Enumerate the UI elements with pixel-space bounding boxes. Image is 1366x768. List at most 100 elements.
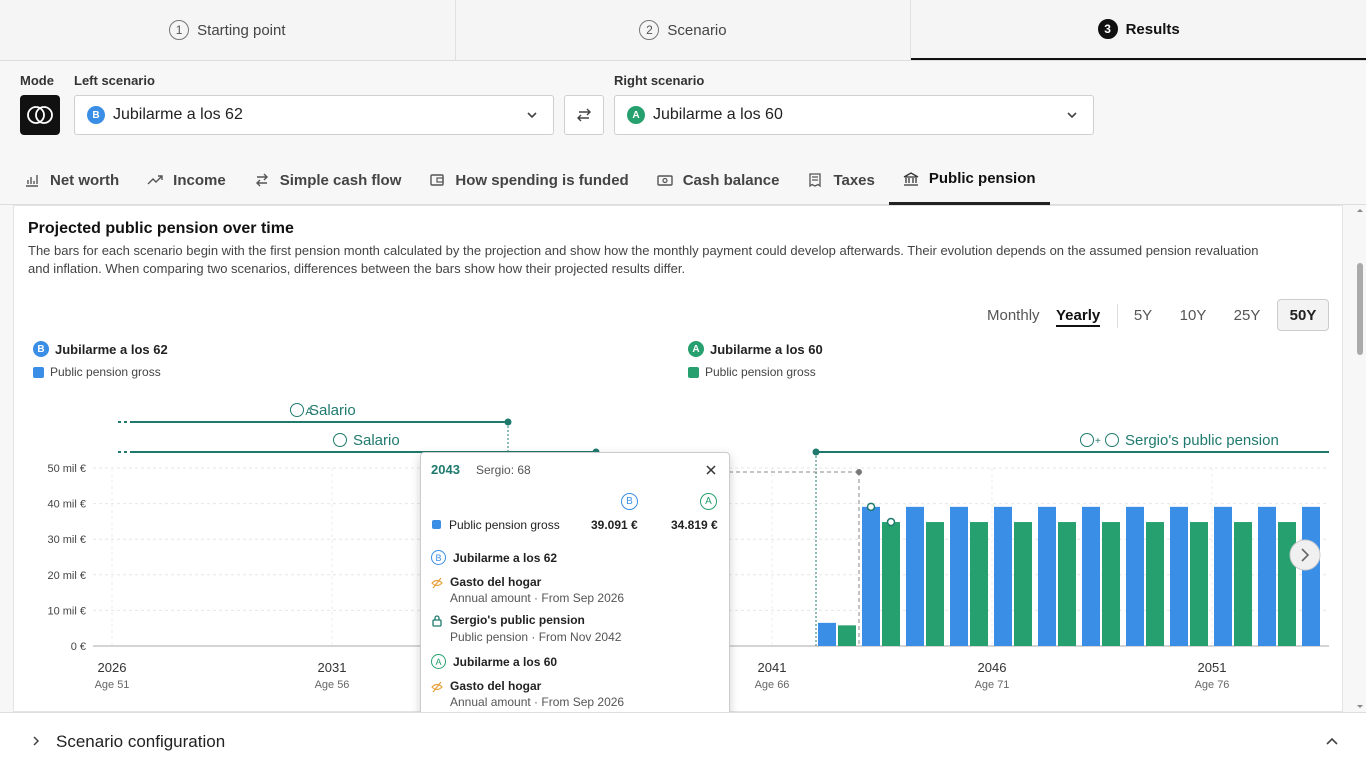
period-5y[interactable]: 5Y [1133,306,1153,324]
lock-icon [432,615,442,627]
tab-label: How spending is funded [455,171,629,189]
tab-net-worth[interactable]: Net worth [10,155,133,205]
tab-how-spending-is-funded[interactable]: How spending is funded [415,155,642,205]
scenario-configuration-panel[interactable]: Scenario configuration [0,712,1366,768]
tab-taxes[interactable]: Taxes [793,155,888,205]
legend-left-name: Jubilarme a los 62 [55,341,168,357]
bar-a[interactable] [1146,522,1164,646]
y-tick-label: 20 mil € [47,570,86,582]
bar-b[interactable] [1214,506,1232,646]
bar-a[interactable] [926,522,944,646]
bar-a[interactable] [1058,522,1076,646]
swap-arrows-icon [577,108,591,122]
chart-next-button[interactable] [1289,539,1321,571]
y-tick-label: 10 mil € [47,605,86,617]
bar-b[interactable] [950,506,968,646]
period-25y[interactable]: 25Y [1233,306,1261,324]
mode-label: Mode [20,73,54,88]
tooltip-a-title: Jubilarme a los 60 [453,655,558,669]
badge-a-text: A [305,406,313,418]
right-scenario-select[interactable]: A Jubilarme a los 60 [614,95,1094,135]
x-tick-year: 2026 [98,660,127,675]
series-swatch [432,520,441,529]
toggle-monthly[interactable]: Monthly [987,307,1040,324]
tooltip-item-name: Gasto del hogar [450,679,542,693]
tab-simple-cash-flow[interactable]: Simple cash flow [240,155,416,205]
bar-a[interactable] [1234,522,1252,646]
tooltip-item-name: Sergio's public pension [450,613,585,627]
bar-a[interactable] [838,625,856,646]
bar-b[interactable] [1082,506,1100,646]
left-scenario-select[interactable]: B Jubilarme a los 62 [74,95,554,135]
toggle-yearly[interactable]: Yearly [1056,307,1101,327]
bar-b[interactable] [1258,506,1276,646]
legend-right-item[interactable]: Public pension gross [688,365,816,379]
period-50y[interactable]: 50Y [1277,299,1329,331]
scroll-up-icon [1357,209,1363,212]
period-10y[interactable]: 10Y [1179,306,1207,324]
bar-b[interactable] [1302,506,1320,646]
scroll-thumb[interactable] [1357,263,1363,355]
bar-a[interactable] [1014,522,1032,646]
scroll-down-icon [1357,705,1363,708]
tooltip-item-detail: Annual amount · From Sep 2026 [450,695,625,709]
tab-income[interactable]: Income [133,155,240,205]
close-icon[interactable] [705,464,717,476]
hover-marker [866,502,876,512]
swap-arrows-icon [255,173,268,187]
step-results[interactable]: 3 Results [911,0,1366,60]
scenario-b-badge: B [33,341,49,357]
y-tick-label: 30 mil € [47,534,86,546]
tab-cash-balance[interactable]: Cash balance [643,155,794,205]
bar-a[interactable] [970,522,988,646]
scenario-a-badge: A [688,341,704,357]
bar-a[interactable] [882,522,900,646]
tooltip-b-title: Jubilarme a los 62 [453,551,558,565]
step-number: 3 [1097,19,1118,39]
bar-b[interactable] [1038,506,1056,646]
legend-left-item[interactable]: Public pension gross [33,365,161,379]
swap-scenarios-button[interactable] [564,95,604,135]
bar-chart-icon [26,175,38,187]
bar-b[interactable] [862,506,880,646]
tab-label: Income [173,171,226,189]
tab-label: Taxes [833,171,875,189]
scenario-a-badge: A [627,106,645,124]
tab-label: Net worth [50,171,120,189]
bar-a[interactable] [1278,522,1296,646]
bar-b[interactable] [1170,506,1188,646]
right-scenario-value: Jubilarme a los 60 [653,106,783,123]
tab-public-pension[interactable]: Public pension [888,155,1050,205]
legend-item-label: Public pension gross [50,365,161,379]
bar-b[interactable] [994,506,1012,646]
compare-mode-button[interactable] [20,95,60,135]
legend-right-name: Jubilarme a los 60 [710,341,823,357]
bar-b[interactable] [818,622,836,646]
step-starting-point[interactable]: 1 Starting point [0,0,456,60]
bar-a[interactable] [1102,522,1120,646]
bar-b[interactable] [906,506,924,646]
bar-a[interactable] [1190,522,1208,646]
left-scenario-value: Jubilarme a los 62 [113,106,243,123]
tooltip-value-b: 39.091 € [591,518,638,532]
chevron-down-icon [1067,112,1077,119]
step-scenario[interactable]: 2 Scenario [456,0,912,60]
badge-plus-text: + [1095,436,1101,447]
x-tick-year: 2031 [318,660,347,675]
timeline-pension[interactable] [812,448,1330,647]
timeline-salary-a[interactable] [118,418,512,453]
chevron-right-icon [33,736,40,746]
badge-a-circle [290,403,304,417]
bar-b[interactable] [1126,506,1144,646]
tooltip-item-detail: Annual amount · From Sep 2026 [450,591,625,605]
scenario-b-badge: B [621,493,638,510]
tooltip-year: 2043 [431,462,460,477]
content-scrollbar[interactable] [1354,205,1366,712]
legend-left-title: B Jubilarme a los 62 [33,341,168,357]
bank-icon [903,171,919,186]
x-tick-year: 2046 [978,660,1007,675]
chevron-up-icon[interactable] [1325,736,1339,746]
toggle-divider [1117,304,1118,328]
y-tick-label: 50 mil € [47,463,86,475]
tooltip-item-detail: Public pension · From Nov 2042 [450,630,622,644]
